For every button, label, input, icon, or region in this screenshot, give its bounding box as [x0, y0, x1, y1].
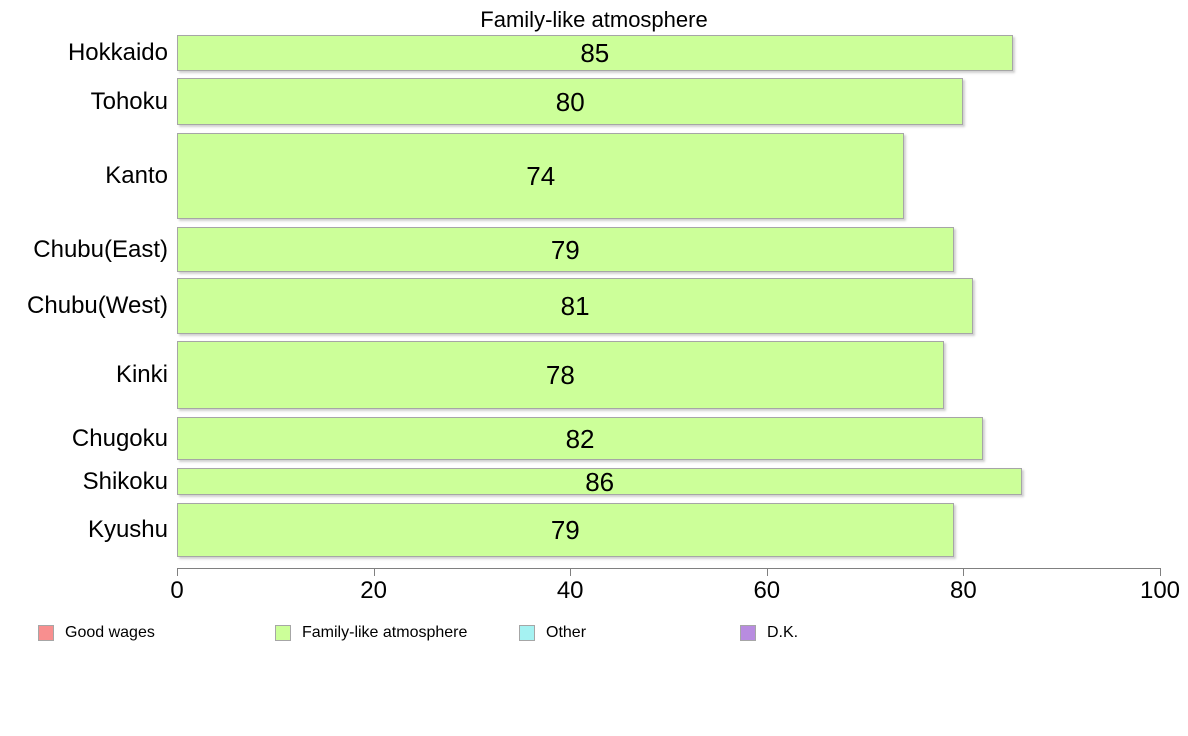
bar-kinki: 78 [177, 341, 944, 409]
bar-shikoku: 86 [177, 466, 1023, 497]
x-axis-tick-0 [177, 568, 178, 576]
bar-chugoku: 82 [177, 417, 984, 460]
x-axis-tick-label-80: 80 [950, 577, 977, 604]
category-label-chubu-west-: Chubu(West) [27, 292, 168, 319]
bar-value-label: 80 [555, 86, 585, 117]
category-label-shikoku: Shikoku [82, 467, 168, 495]
category-label-hokkaido: Hokkaido [67, 39, 168, 66]
legend-item-family-like-atmosphere: Family-like atmosphere [275, 624, 467, 642]
x-axis-tick-40 [570, 568, 572, 576]
legend-label-good-wages: Good wages [65, 624, 155, 641]
bar-value-label: 81 [560, 291, 590, 321]
legend-item-other: Other [519, 624, 586, 642]
x-axis-tick-label-40: 40 [556, 577, 584, 604]
legend-swatch-family-like-atmosphere [275, 625, 291, 641]
category-label-chugoku: Chugoku [71, 424, 168, 452]
category-label-tohoku: Tohoku [90, 87, 168, 115]
bar-value-label: 82 [565, 423, 595, 454]
bar-value-label: 79 [550, 234, 580, 265]
x-axis-tick-60 [766, 568, 768, 576]
legend-label-other: Other [546, 624, 587, 641]
bar-value-label: 79 [550, 515, 580, 545]
x-axis-tick-label-20: 20 [360, 577, 387, 604]
bar-tohoku: 80 [177, 78, 964, 125]
legend-swatch-dk [740, 625, 756, 641]
chart-title: Family-like atmosphere [480, 7, 708, 32]
x-axis-tick-label-0: 0 [170, 577, 184, 604]
legend-item-dk: D.K. [740, 624, 798, 642]
x-axis-tick-20 [373, 568, 375, 576]
bar-value-label: 86 [585, 466, 615, 497]
category-label-kinki: Kinki [115, 361, 168, 388]
bar-chubu-west-: 81 [177, 278, 974, 334]
x-axis-line [177, 568, 1161, 569]
bar-value-label: 74 [526, 161, 556, 191]
bar-kyushu: 79 [177, 503, 954, 557]
bar-kanto: 74 [177, 133, 905, 219]
legend-label-dk: D.K. [767, 624, 799, 641]
bar-chubu-east-: 79 [177, 227, 954, 272]
legend-swatch-good-wages [38, 625, 54, 641]
x-axis-tick-label-60: 60 [753, 577, 781, 604]
category-label-kanto: Kanto [105, 162, 168, 189]
category-label-chubu-east-: Chubu(East) [33, 235, 168, 263]
x-axis-tick-100 [1160, 568, 1161, 576]
x-axis-tick-80 [963, 568, 965, 576]
legend-label-family-like-atmosphere: Family-like atmosphere [302, 624, 468, 641]
bar-hokkaido: 85 [177, 35, 1013, 71]
legend-item-good-wages: Good wages [38, 624, 155, 642]
bar-value-label: 85 [580, 38, 610, 68]
legend-swatch-other [519, 625, 535, 641]
category-label-kyushu: Kyushu [87, 516, 168, 543]
bar-value-label: 78 [545, 360, 575, 390]
x-axis-tick-label-100: 100 [1139, 577, 1181, 604]
